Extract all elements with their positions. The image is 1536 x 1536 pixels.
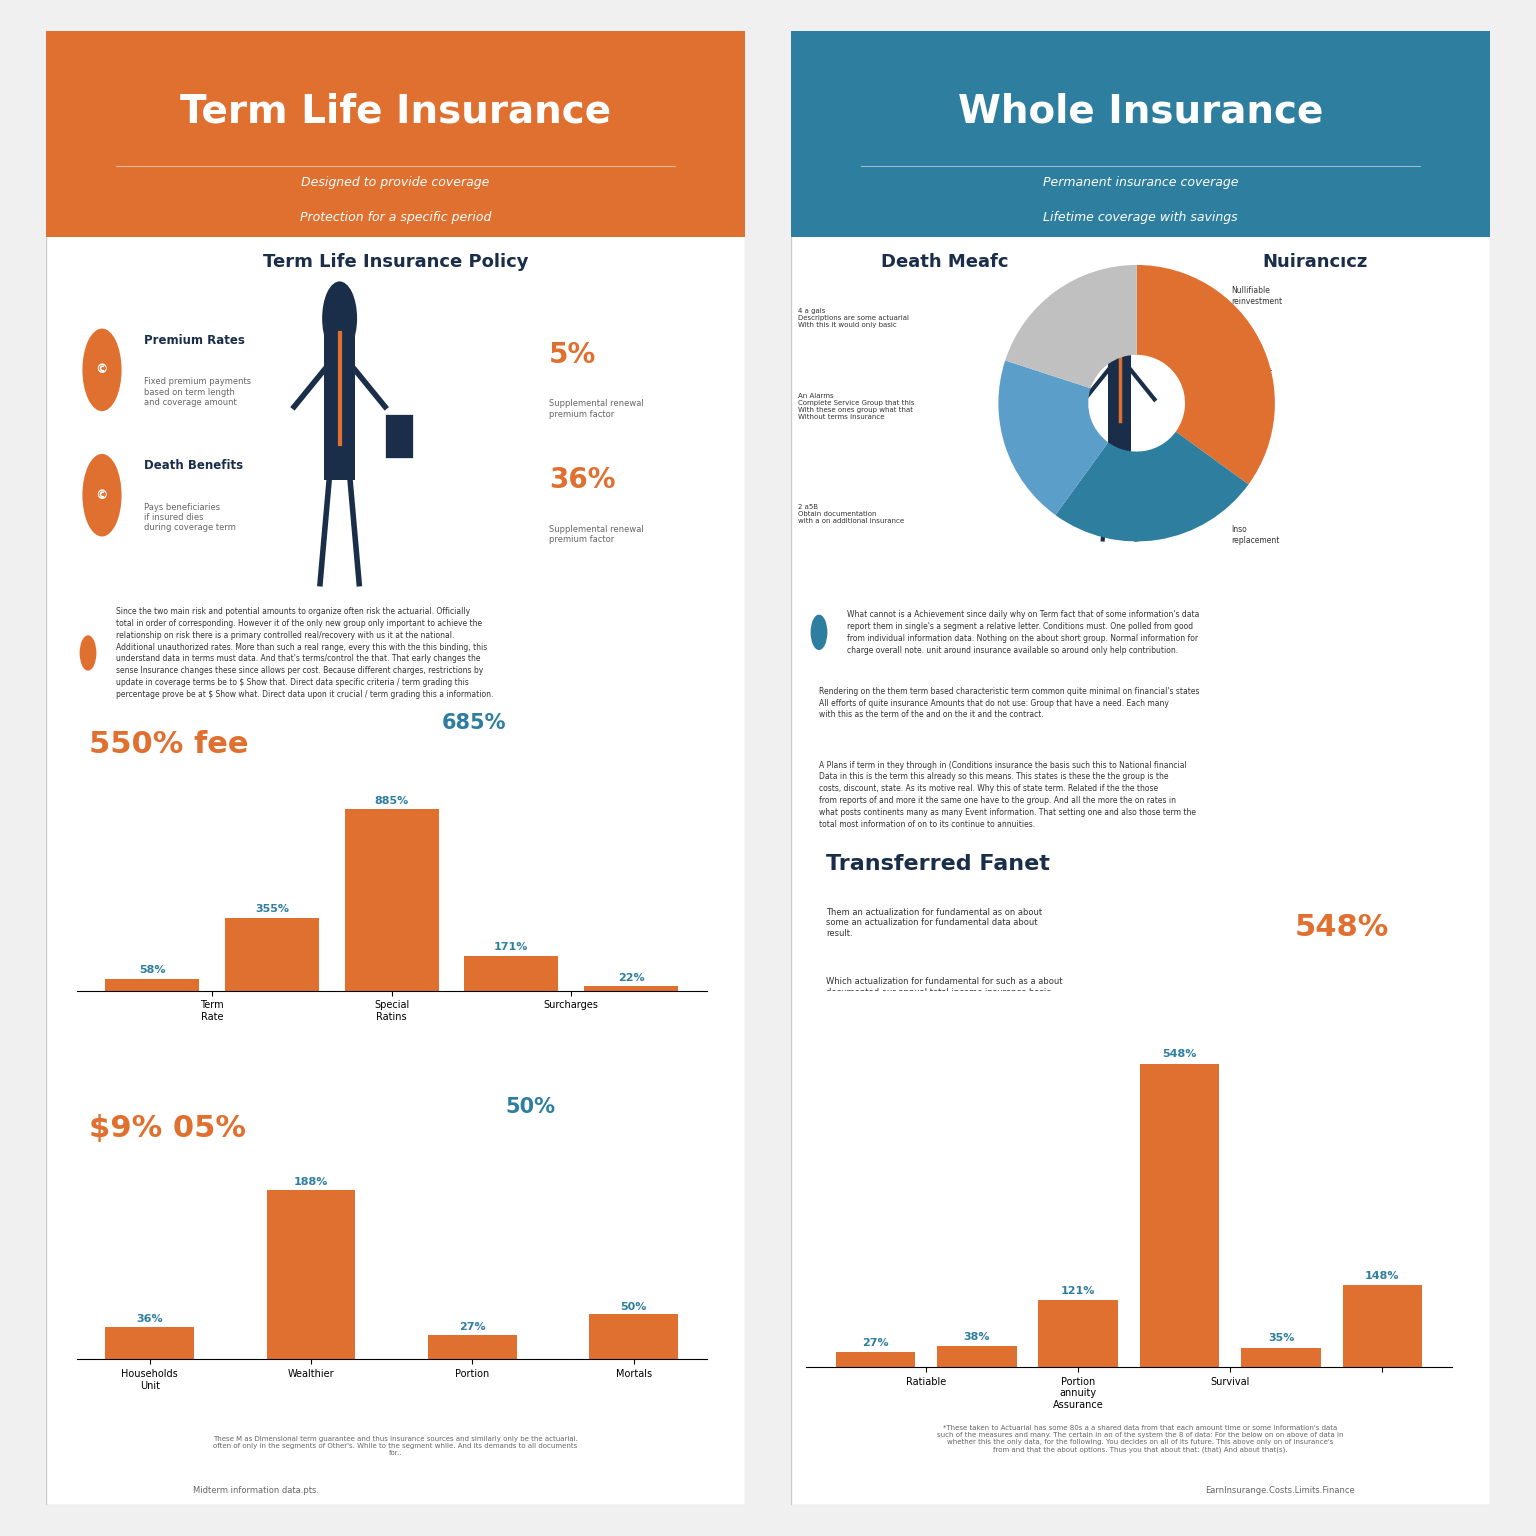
Text: What cannot is a Achievement since daily why on Term fact that of some informati: What cannot is a Achievement since daily… bbox=[846, 610, 1200, 654]
Text: Them an actualization for fundamental as on about
some an actualization for fund: Them an actualization for fundamental as… bbox=[826, 908, 1041, 938]
Bar bbox=[1109, 333, 1130, 458]
Text: Death Benefits: Death Benefits bbox=[144, 459, 243, 472]
Text: $9% 05%: $9% 05% bbox=[89, 1115, 246, 1143]
Text: Nullifiable
reinvestment: Nullifiable reinvestment bbox=[1232, 286, 1283, 306]
Text: 685%: 685% bbox=[442, 713, 507, 734]
Text: 35%: 35% bbox=[1267, 1333, 1295, 1344]
Text: 36%: 36% bbox=[137, 1315, 163, 1324]
Text: 121%: 121% bbox=[1061, 1286, 1095, 1296]
Bar bbox=[791, 31, 1490, 237]
Text: Term Life Insurance Policy: Term Life Insurance Policy bbox=[263, 253, 528, 272]
Circle shape bbox=[323, 281, 356, 355]
Bar bbox=[836, 1352, 915, 1367]
Text: 36%: 36% bbox=[550, 467, 616, 495]
Wedge shape bbox=[1137, 266, 1275, 484]
Text: Pays beneficiaries
if insured dies
during coverage term: Pays beneficiaries if insured dies durin… bbox=[144, 502, 237, 533]
Text: *These taken to Actuarial has some 80s a a shared data from that each amount tim: *These taken to Actuarial has some 80s a… bbox=[937, 1425, 1344, 1453]
Wedge shape bbox=[1005, 266, 1137, 389]
Text: 27%: 27% bbox=[862, 1338, 889, 1347]
Text: 38%: 38% bbox=[833, 1092, 866, 1107]
Bar bbox=[324, 318, 355, 481]
Text: Inso
replacement: Inso replacement bbox=[1232, 525, 1279, 545]
Text: 352%
148%: 352% 148% bbox=[903, 1111, 942, 1138]
Text: 171%: 171% bbox=[495, 942, 528, 952]
Text: 548%: 548% bbox=[1295, 912, 1389, 942]
Text: 550% fee: 550% fee bbox=[89, 731, 249, 759]
Text: Supplemental renewal
premium factor: Supplemental renewal premium factor bbox=[550, 525, 644, 544]
Text: Death Meafc: Death Meafc bbox=[882, 253, 1009, 272]
Circle shape bbox=[811, 614, 828, 650]
Text: Term Life Insurance: Term Life Insurance bbox=[180, 92, 611, 131]
Text: Transferred Fanet: Transferred Fanet bbox=[826, 854, 1051, 874]
Bar bbox=[464, 955, 558, 991]
Bar bbox=[584, 986, 677, 991]
Text: Fixed premium payments
based on term length
and coverage amount: Fixed premium payments based on term len… bbox=[144, 378, 250, 407]
Text: Annuiment
retrement: Annuiment retrement bbox=[1232, 367, 1273, 387]
Bar bbox=[1038, 1299, 1118, 1367]
Text: 20%: 20% bbox=[1008, 465, 1034, 475]
Text: Nuirancıcz: Nuirancıcz bbox=[1263, 253, 1369, 272]
Bar bbox=[386, 415, 413, 458]
Text: Permanent insurance coverage: Permanent insurance coverage bbox=[1043, 177, 1238, 189]
Bar bbox=[106, 1327, 194, 1359]
Text: Supplemental renewal
premium factor: Supplemental renewal premium factor bbox=[550, 399, 644, 419]
Bar bbox=[937, 1346, 1017, 1367]
Text: Which actualization for fundamental for such as a about
documented our annual to: Which actualization for fundamental for … bbox=[826, 977, 1063, 1008]
Text: 22%: 22% bbox=[617, 972, 644, 983]
Text: Lifetime coverage with savings: Lifetime coverage with savings bbox=[1043, 212, 1238, 224]
Wedge shape bbox=[1055, 432, 1249, 541]
Bar bbox=[226, 919, 319, 991]
Bar bbox=[1241, 1347, 1321, 1367]
Text: ©: © bbox=[95, 488, 108, 502]
Bar bbox=[429, 1335, 516, 1359]
Text: 50%: 50% bbox=[505, 1097, 554, 1118]
Text: 27%: 27% bbox=[459, 1322, 485, 1332]
Bar bbox=[344, 809, 439, 991]
Text: 188%: 188% bbox=[293, 1177, 329, 1187]
Bar bbox=[590, 1315, 677, 1359]
Text: 548%: 548% bbox=[1163, 1049, 1197, 1060]
Text: 50%: 50% bbox=[621, 1301, 647, 1312]
Text: 885%: 885% bbox=[375, 796, 409, 806]
Bar bbox=[106, 978, 200, 991]
Circle shape bbox=[83, 329, 121, 412]
Text: 38%: 38% bbox=[963, 1332, 991, 1341]
Text: 148%: 148% bbox=[1366, 1270, 1399, 1281]
Circle shape bbox=[83, 455, 121, 536]
Text: Midterm information data.pts.: Midterm information data.pts. bbox=[192, 1485, 319, 1495]
Text: A Plans if term in they through in (Conditions insurance the basis such this to : A Plans if term in they through in (Cond… bbox=[819, 760, 1197, 828]
Text: Protection for a specific period: Protection for a specific period bbox=[300, 212, 492, 224]
Text: 5%: 5% bbox=[550, 341, 596, 369]
Text: Rendering on the them term based characteristic term common quite minimal on fin: Rendering on the them term based charact… bbox=[819, 687, 1200, 719]
Bar bbox=[267, 1190, 355, 1359]
Circle shape bbox=[80, 636, 97, 671]
Text: Whole Insurance: Whole Insurance bbox=[958, 92, 1322, 131]
Text: These M as Dimensional term guarantee and thus insurance sources and similarly o: These M as Dimensional term guarantee an… bbox=[214, 1436, 578, 1456]
Bar bbox=[46, 31, 745, 237]
Text: 121%: 121% bbox=[945, 1026, 1009, 1046]
Text: Since the two main risk and potential amounts to organize often risk the actuari: Since the two main risk and potential am… bbox=[117, 607, 493, 699]
Bar bbox=[1140, 1064, 1220, 1367]
Text: 355%: 355% bbox=[255, 905, 289, 914]
Text: 35%: 35% bbox=[1021, 326, 1048, 335]
Text: 4 a gals
Descriptions are some actuarial
With this it would only basic: 4 a gals Descriptions are some actuarial… bbox=[799, 309, 909, 329]
Text: Designed to provide coverage: Designed to provide coverage bbox=[301, 177, 490, 189]
Circle shape bbox=[1106, 304, 1134, 362]
Text: An Alarms
Complete Service Group that this
With these ones group what that
Witho: An Alarms Complete Service Group that th… bbox=[799, 393, 914, 421]
Text: EarnInsurange.Costs.Limits.Finance: EarnInsurange.Costs.Limits.Finance bbox=[1206, 1485, 1355, 1495]
Text: 2 a5B
Obtain documentation
with a on additional insurance: 2 a5B Obtain documentation with a on add… bbox=[799, 504, 905, 524]
Wedge shape bbox=[998, 361, 1107, 515]
Text: 58%: 58% bbox=[140, 965, 166, 975]
Text: 20%: 20% bbox=[1281, 473, 1307, 482]
Text: ADNS
retro: ADNS retro bbox=[1232, 445, 1253, 465]
Text: ©: © bbox=[95, 364, 108, 376]
Text: Premium Rates: Premium Rates bbox=[144, 333, 244, 347]
Text: 25%: 25% bbox=[1246, 344, 1272, 355]
Bar bbox=[1342, 1286, 1422, 1367]
